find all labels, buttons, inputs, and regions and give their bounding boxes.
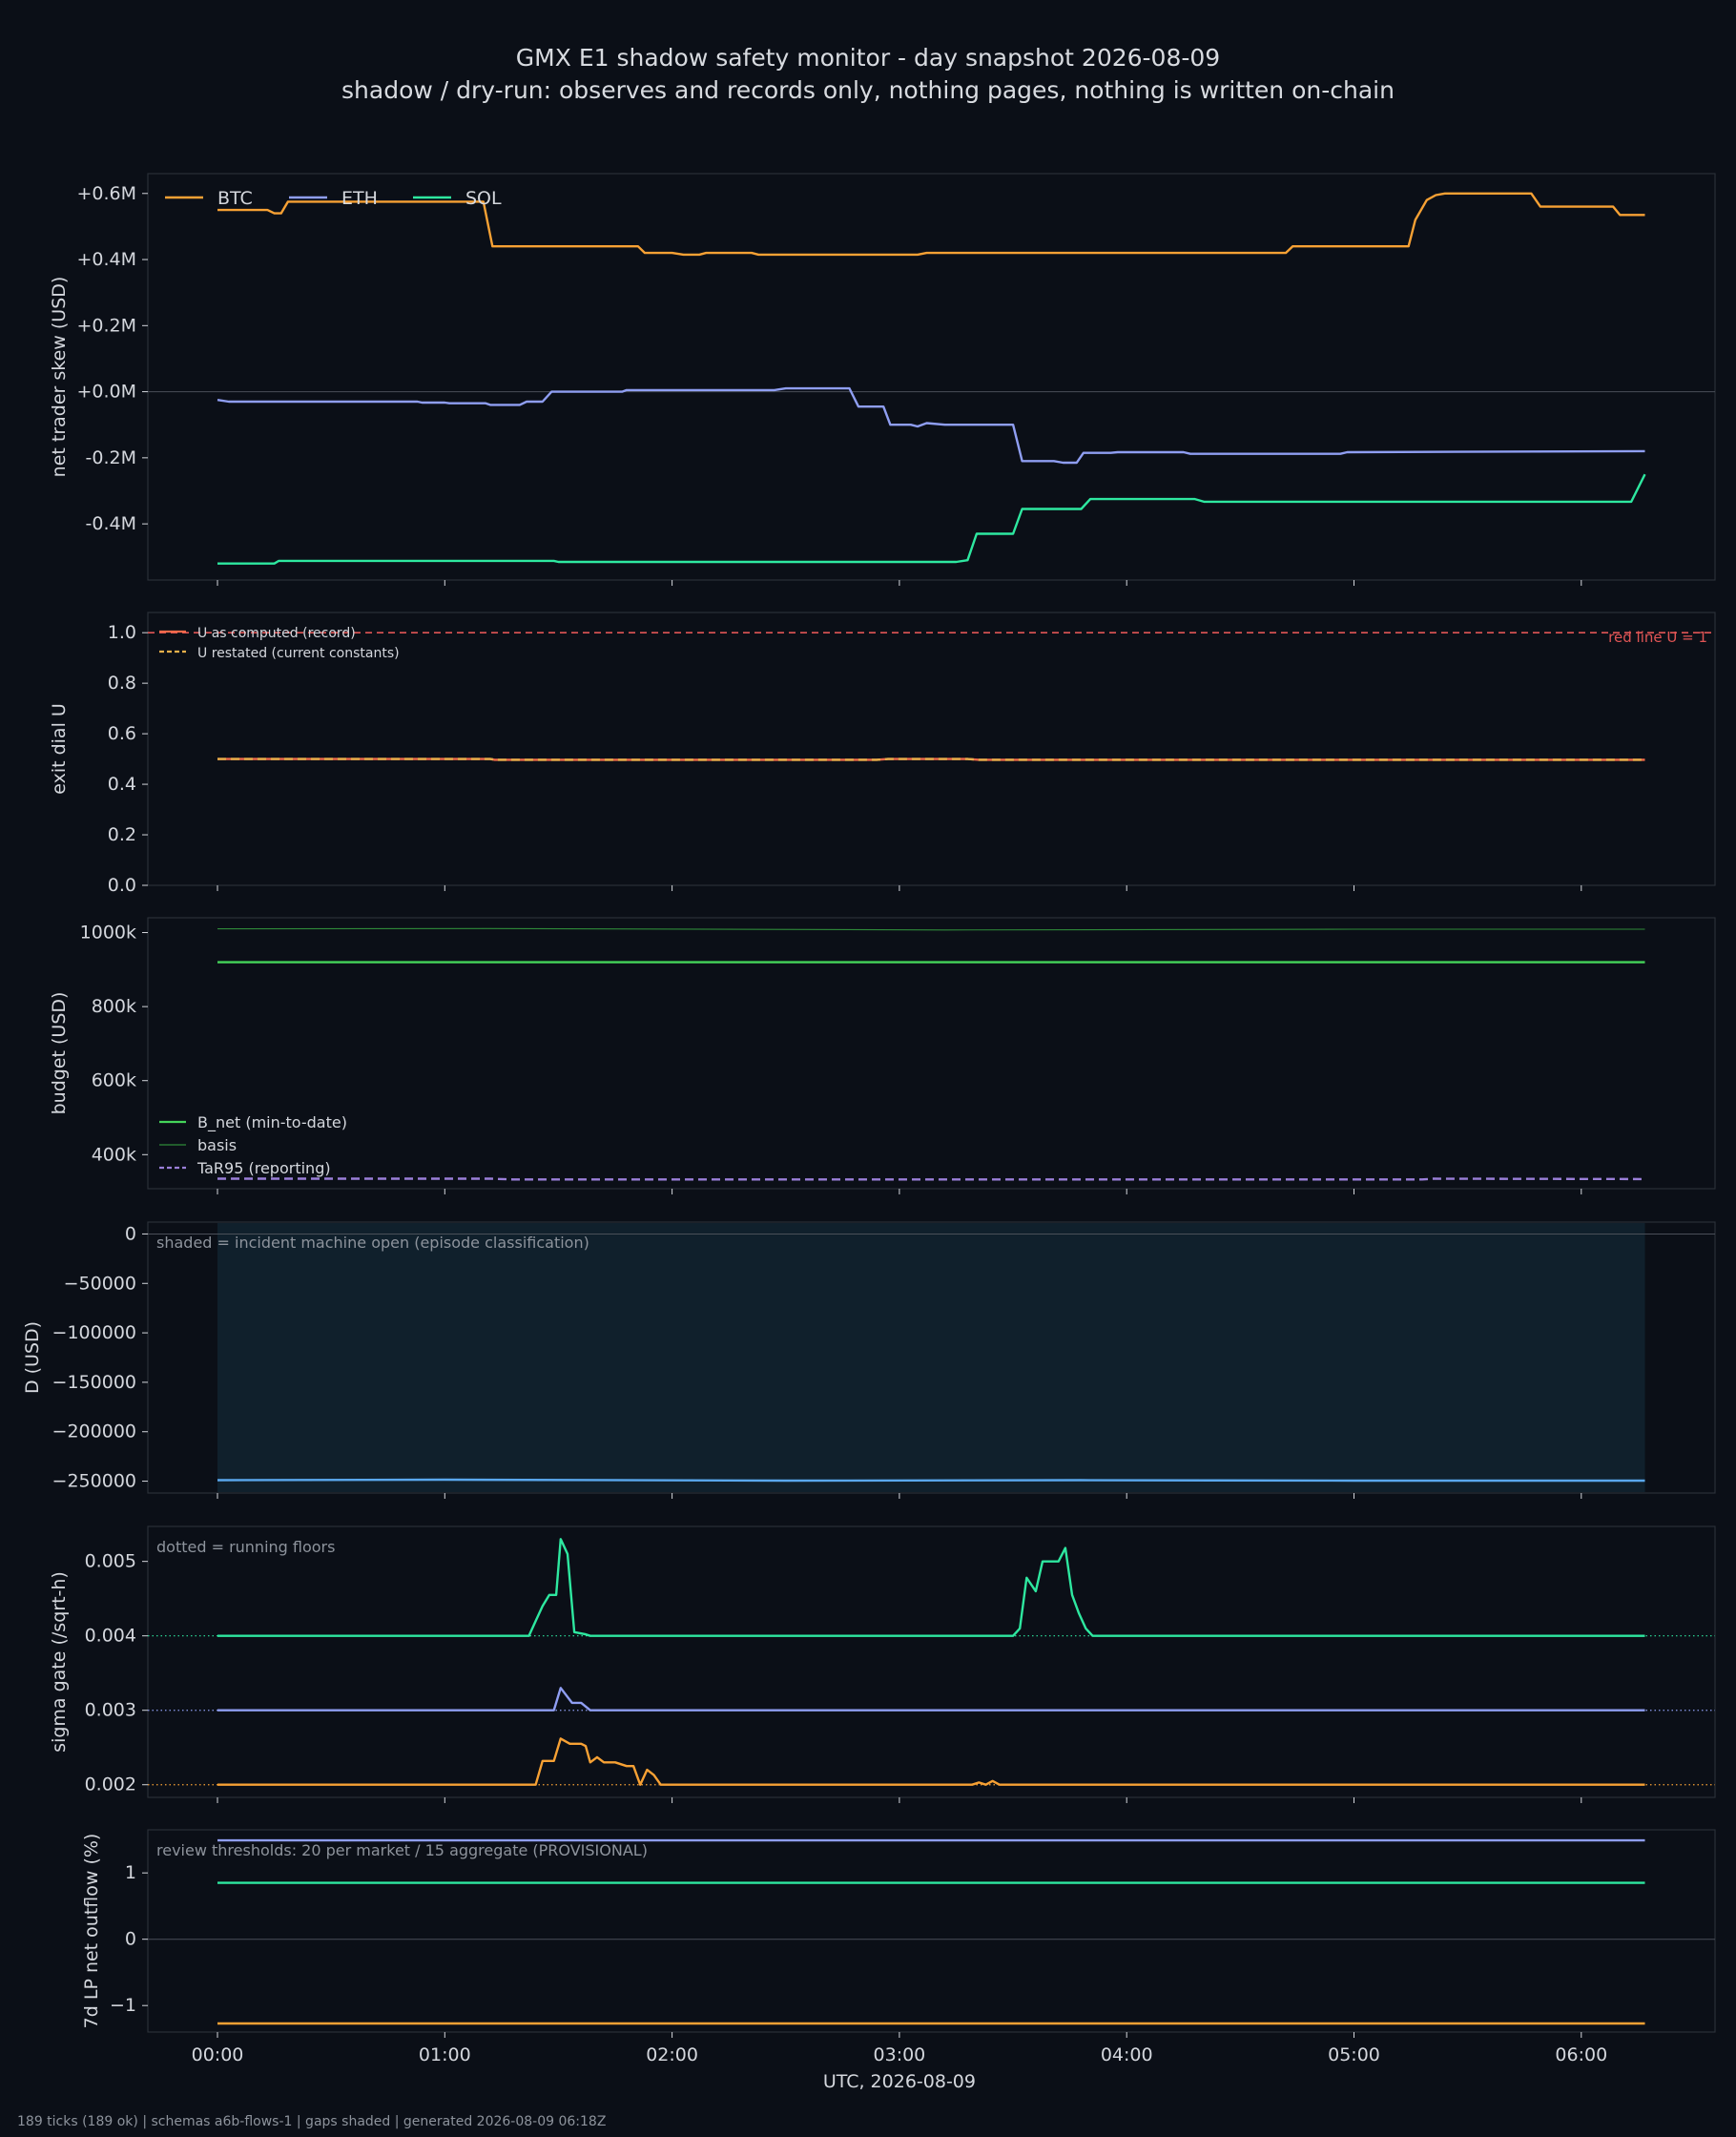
y-tick-label: 0.003 (85, 1700, 136, 1721)
series-u-restated-current-constants- (217, 757, 1645, 761)
y-tick-label: -0.2M (86, 447, 136, 468)
panel-frame (147, 1221, 1716, 1494)
series-btc (217, 1737, 1645, 1786)
panel-frame (147, 917, 1716, 1190)
incident-shade (217, 1223, 1645, 1492)
panel-frame (147, 612, 1716, 886)
panel-d: 0 −50000 −100000 −150000 −200000 −250000 D (US… (22, 1221, 1716, 1499)
y-tick-label: 0.6 (108, 723, 136, 744)
y-tick-label: 1 (125, 1862, 136, 1883)
panel-lp_outflow: 1 0 −1 00:00 01:00 02:00 03:00 04:00 05:00 06:00 7… (81, 1829, 1716, 2065)
legend-label: B_net (min-to-date) (197, 1113, 347, 1132)
y-tick-label: +0.4M (76, 249, 136, 270)
series-sol (217, 1538, 1645, 1637)
y-tick-label: −50000 (64, 1273, 136, 1294)
y-tick-label: 0 (125, 1223, 136, 1244)
x-tick-label: 00:00 (192, 2044, 244, 2065)
y-tick-label: +0.0M (76, 382, 136, 403)
series-d (217, 1478, 1645, 1483)
y-axis-label: sigma gate (/sqrt-h) (49, 1571, 70, 1753)
chart-subtitle: shadow / dry-run: observes and records o… (341, 76, 1395, 104)
x-tick-label: 03:00 (874, 2044, 926, 2065)
x-tick-label: 06:00 (1555, 2044, 1607, 2065)
y-tick-label: −1 (110, 1995, 136, 2016)
x-tick-label: 04:00 (1101, 2044, 1153, 2065)
red-line-label: red line U = 1 (1608, 629, 1707, 646)
panel-annotation: dotted = running floors (156, 1538, 335, 1556)
y-tick-label: +0.6M (76, 183, 136, 204)
panel-exit_dial: 1.0 0.8 0.6 0.4 0.2 0.0 exit dial U red line U … (49, 612, 1716, 896)
legend-label: basis (197, 1136, 237, 1154)
y-tick-label: −150000 (52, 1372, 136, 1393)
legend-label: SOL (465, 188, 502, 209)
legend: B_net (min-to-date) basis TaR95 (reporting… (159, 1113, 347, 1177)
panel-skew: +0.6M +0.4M +0.2M +0.0M -0.2M -0.4M net trader… (49, 173, 1716, 586)
panel-frame (147, 173, 1716, 581)
legend-label: U as computed (record) (197, 626, 356, 641)
footer-status: 189 ticks (189 ok) | schemas a6b-flows-1… (17, 2114, 607, 2129)
y-axis-label: budget (USD) (49, 992, 70, 1115)
legend-label: BTC (217, 188, 253, 209)
y-tick-label: 1.0 (108, 622, 136, 643)
x-tick-label: 01:00 (419, 2044, 471, 2065)
y-tick-label: 0.8 (108, 673, 136, 694)
chart-title: GMX E1 shadow safety monitor - day snaps… (515, 44, 1221, 72)
y-tick-label: 1000k (80, 923, 136, 944)
x-tick-label: 02:00 (646, 2044, 698, 2065)
y-tick-label: +0.2M (76, 315, 136, 336)
legend-label: ETH (341, 188, 378, 209)
y-tick-label: 0.002 (85, 1774, 136, 1795)
series-btc (217, 192, 1645, 257)
legend-label: TaR95 (reporting) (196, 1159, 331, 1177)
title-block: GMX E1 shadow safety monitor - day snaps… (0, 42, 1736, 107)
y-tick-label: −100000 (52, 1322, 136, 1343)
y-axis-label: 7d LP net outflow (%) (81, 1834, 102, 2029)
panel-budget: 1000k 800k 600k 400k budget (USD) B_net (min-… (49, 917, 1716, 1194)
x-axis-label: UTC, 2026-08-09 (823, 2071, 976, 2092)
legend-label: U restated (current constants) (197, 646, 400, 661)
y-axis-label: D (USD) (22, 1321, 43, 1394)
y-tick-label: 600k (92, 1070, 136, 1091)
y-tick-label: −250000 (52, 1471, 136, 1492)
y-axis-label: exit dial U (49, 703, 70, 795)
y-tick-label: 0 (125, 1929, 136, 1950)
panel-annotation: shaded = incident machine open (episode … (156, 1234, 589, 1252)
panel-sigma: 0.005 0.004 0.003 0.002 sigma gate (/sqrt-h)… (49, 1525, 1716, 1803)
series-eth (217, 1687, 1645, 1712)
panel-annotation: review thresholds: 20 per market / 15 ag… (156, 1841, 648, 1859)
panel-frame (147, 1829, 1716, 2033)
y-tick-label: 400k (92, 1144, 136, 1165)
y-axis-label: net trader skew (USD) (49, 277, 70, 478)
series-tar95-reporting- (217, 1177, 1645, 1181)
x-tick-label: 05:00 (1328, 2044, 1380, 2065)
series-eth (217, 386, 1645, 465)
y-tick-label: 0.0 (108, 875, 136, 896)
series-basis (217, 927, 1645, 931)
legend: U as computed (record) U restated (curren… (159, 626, 400, 661)
y-tick-label: 0.004 (85, 1626, 136, 1647)
y-tick-label: 0.2 (108, 824, 136, 845)
y-tick-label: −200000 (52, 1421, 136, 1442)
legend: BTC ETH SOL (165, 188, 502, 209)
series-sol (217, 473, 1646, 565)
y-tick-label: 0.4 (108, 774, 136, 795)
panel-frame (147, 1525, 1716, 1798)
y-tick-label: -0.4M (86, 513, 136, 534)
y-tick-label: 800k (92, 996, 136, 1017)
y-tick-label: 0.005 (85, 1551, 136, 1572)
